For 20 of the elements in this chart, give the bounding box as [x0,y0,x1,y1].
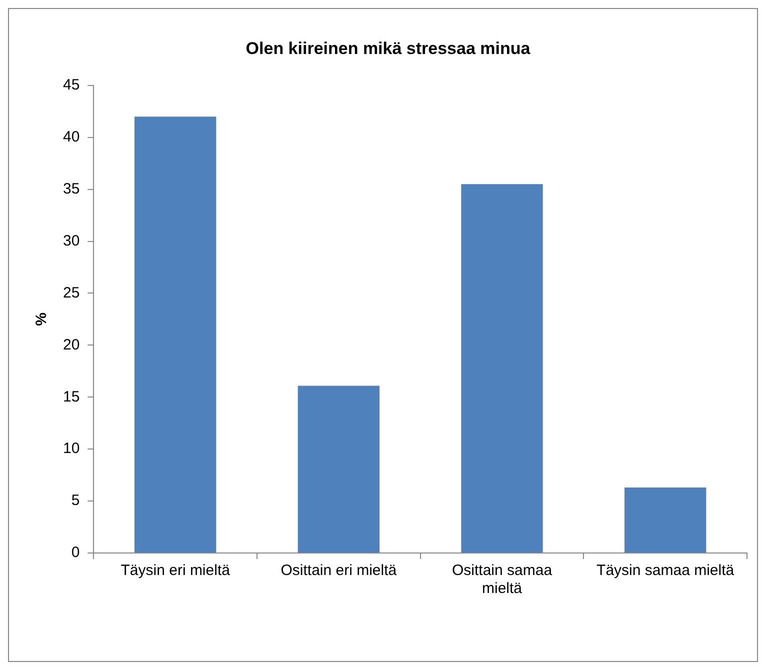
y-tick-label: 10 [62,440,80,458]
y-tick-label: 35 [62,180,80,198]
x-tick-label: Täysin eri mieltä [120,562,231,580]
x-tick-label: Täysin samaa mieltä [596,562,735,580]
bar [134,116,216,552]
bar [624,488,706,552]
y-axis-title: % [33,312,50,326]
bar [298,386,380,552]
chart-title: Olen kiireinen mikä stressaa minua [246,38,531,58]
y-tick-label: 40 [62,128,80,146]
x-tick-label: Osittain samaa mieltä [452,562,553,598]
y-tick-label: 45 [62,76,80,94]
y-tick-label: 15 [62,388,80,406]
y-tick-label: 0 [71,544,80,562]
x-tick-label: Osittain eri mieltä [280,562,398,580]
y-tick-label: 5 [71,492,80,510]
y-tick-label: 20 [62,336,80,354]
y-tick-label: 30 [62,232,80,250]
bar [461,184,543,552]
y-tick-label: 25 [62,284,80,302]
